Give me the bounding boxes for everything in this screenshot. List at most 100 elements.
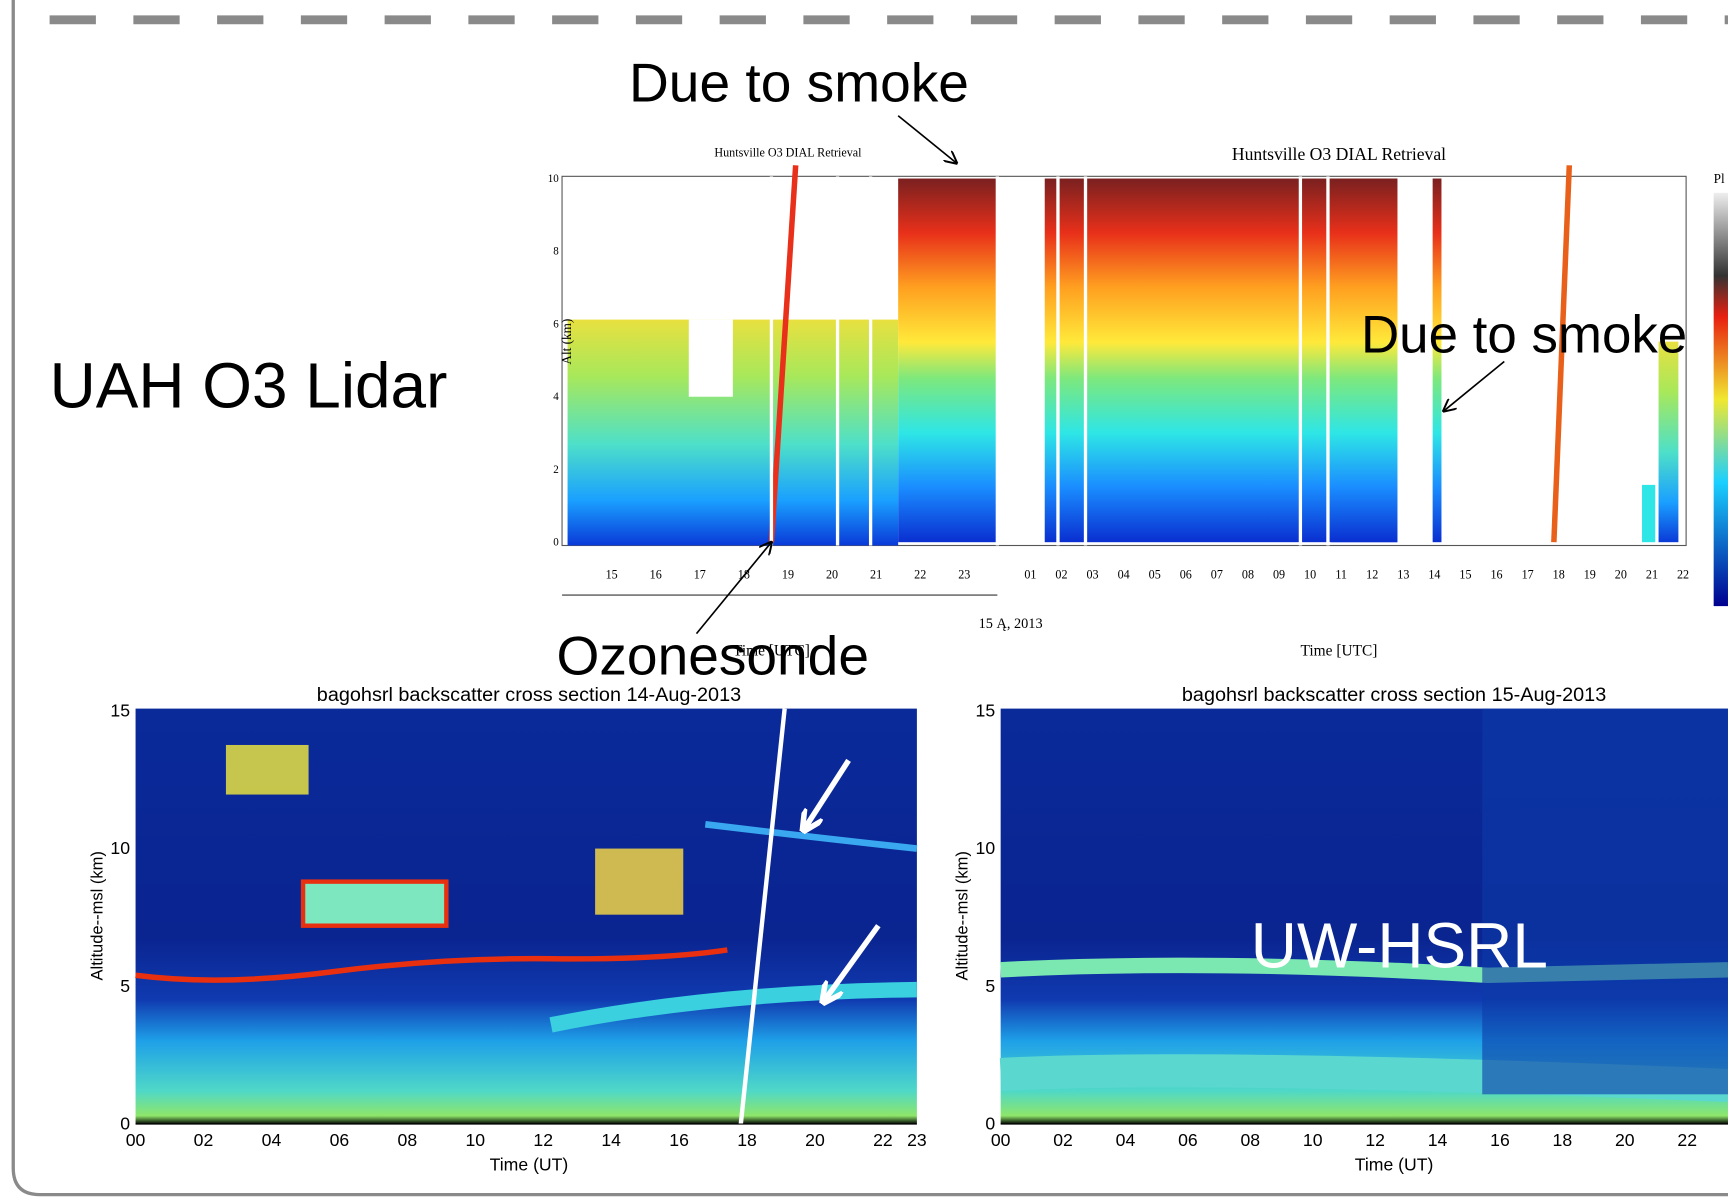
y-tick-label: 4 bbox=[553, 391, 559, 403]
y-tick-label: 8 bbox=[553, 246, 559, 258]
x-tick-label: 08 bbox=[1241, 1130, 1261, 1150]
heatmap bbox=[1432, 178, 1442, 543]
plot-title: Huntsville O3 DIAL Retrieval bbox=[714, 145, 862, 159]
callout: Ozonesonde bbox=[557, 624, 869, 686]
x-tick-label: 11 bbox=[1335, 568, 1347, 582]
x-tick-label: 06 bbox=[1178, 1130, 1198, 1150]
cloud bbox=[225, 744, 309, 795]
y-tick-label: 0 bbox=[985, 1114, 995, 1134]
x-tick-label: 16 bbox=[1490, 1130, 1510, 1150]
smoke-layer bbox=[549, 981, 917, 1033]
x-axis-label: Time [UTC] bbox=[1301, 643, 1378, 660]
y-tick-label: 15 bbox=[110, 700, 130, 720]
x-tick-label: 17 bbox=[1522, 568, 1534, 582]
y-tick-label: 5 bbox=[120, 976, 130, 996]
heatmap bbox=[1331, 178, 1398, 543]
x-tick-label: 22 bbox=[1677, 1130, 1697, 1150]
x-tick-label: 14 bbox=[1428, 568, 1440, 582]
smoke-layer bbox=[135, 947, 728, 983]
x-axis-label: Time [UTC] bbox=[733, 643, 810, 660]
x-tick-label: 12 bbox=[1366, 568, 1378, 582]
aerosol-layer bbox=[1000, 957, 1728, 984]
x-tick-label: 08 bbox=[398, 1130, 418, 1150]
x-tick-label: 19 bbox=[782, 568, 794, 582]
arrow bbox=[804, 758, 851, 828]
sonde-line bbox=[738, 708, 787, 1127]
plot-title: bagohsrl backscatter cross section 14-Au… bbox=[317, 684, 741, 706]
x-tick-label: 14 bbox=[1428, 1130, 1448, 1150]
x-tick-label: 00 bbox=[126, 1130, 146, 1150]
x-tick-label: 09 bbox=[1273, 568, 1285, 582]
x-tick-label: 15 bbox=[606, 568, 618, 582]
x-tick-label: 04 bbox=[1118, 568, 1130, 582]
x-tick-label: 23 bbox=[907, 1130, 927, 1150]
x-tick-label: 02 bbox=[1053, 1130, 1073, 1150]
x-tick-label: 18 bbox=[1553, 1130, 1573, 1150]
x-tick-label: 03 bbox=[1087, 568, 1099, 582]
sonde-trace bbox=[1551, 165, 1573, 543]
x-tick-label: 18 bbox=[1553, 568, 1565, 582]
y-axis-label: Altitude--msl (km) bbox=[88, 851, 107, 980]
x-tick-label: 20 bbox=[1615, 568, 1627, 582]
arrow bbox=[824, 924, 881, 1001]
callout: UAH O3 Lidar bbox=[50, 350, 448, 422]
slide-frame bbox=[11, 0, 1728, 1197]
x-tick-label: 16 bbox=[1491, 568, 1503, 582]
x-tick-label: 20 bbox=[805, 1130, 825, 1150]
x-tick-label: 02 bbox=[1055, 568, 1067, 582]
x-tick-label: 22 bbox=[1677, 568, 1689, 582]
y-tick-label: 10 bbox=[976, 838, 996, 858]
y-tick-label: 10 bbox=[548, 173, 560, 185]
lidar-plot: Huntsville O3 DIAL Retrieval Huntsville … bbox=[559, 144, 1728, 660]
cloud bbox=[595, 848, 684, 915]
x-tick-label: 10 bbox=[1303, 1130, 1323, 1150]
x-tick-label: 01 bbox=[1024, 568, 1036, 582]
plot-title: Huntsville O3 DIAL Retrieval bbox=[1232, 144, 1446, 164]
heatmap-gaps bbox=[769, 176, 1330, 546]
date-label: 15 Ą, 2013 bbox=[979, 616, 1043, 632]
heatmap bbox=[1658, 341, 1679, 543]
x-tick-label: 06 bbox=[330, 1130, 350, 1150]
x-tick-label: 21 bbox=[870, 568, 882, 582]
callout: Due to smoke bbox=[1361, 306, 1687, 365]
heatmap bbox=[898, 178, 998, 543]
y-tick-label: 0 bbox=[120, 1114, 130, 1134]
y-axis-label: Alt (km) bbox=[559, 319, 574, 365]
x-tick-label: 19 bbox=[1584, 568, 1596, 582]
arrow bbox=[1444, 360, 1505, 411]
callout: Due to smoke bbox=[629, 51, 969, 113]
x-tick-label: 22 bbox=[873, 1130, 893, 1150]
noise-region bbox=[1482, 708, 1728, 1095]
x-tick-label: 18 bbox=[738, 568, 750, 582]
x-tick-label: 17 bbox=[694, 568, 706, 582]
x-tick-label: 15 bbox=[1459, 568, 1471, 582]
x-tick-label: 04 bbox=[262, 1130, 282, 1150]
x-tick-label: 13 bbox=[1397, 568, 1409, 582]
y-tick-label: 2 bbox=[553, 464, 559, 476]
legend-head: Pl bbox=[1714, 171, 1725, 186]
colorbar bbox=[1713, 192, 1728, 607]
heatmap bbox=[1642, 484, 1656, 543]
hsrl-plot bbox=[999, 708, 1728, 1125]
y-tick-label: 10 bbox=[110, 838, 130, 858]
x-tick-label: 14 bbox=[601, 1130, 621, 1150]
x-tick-label: 23 bbox=[958, 568, 970, 582]
x-tick-label: 22 bbox=[914, 568, 926, 582]
x-axis-label: Time (UT) bbox=[1355, 1154, 1434, 1174]
x-tick-label: 06 bbox=[1180, 568, 1192, 582]
x-tick-label: 05 bbox=[1149, 568, 1161, 582]
plot-title: bagohsrl backscatter cross section 15-Au… bbox=[1182, 684, 1606, 706]
arrow bbox=[695, 542, 771, 635]
x-tick-label: 00 bbox=[991, 1130, 1011, 1150]
sonde-trace bbox=[768, 165, 799, 543]
x-tick-label: 07 bbox=[1211, 568, 1223, 582]
x-tick-label: 04 bbox=[1116, 1130, 1136, 1150]
x-tick-label: 12 bbox=[1365, 1130, 1385, 1150]
x-tick-label: 20 bbox=[1615, 1130, 1635, 1150]
x-axis-label: Time (UT) bbox=[490, 1154, 569, 1174]
arrow bbox=[897, 115, 956, 163]
x-tick-label: 12 bbox=[533, 1130, 553, 1150]
x-tick-label: 08 bbox=[1242, 568, 1254, 582]
y-tick-label: 0 bbox=[553, 537, 559, 549]
y-tick-label: 15 bbox=[976, 700, 996, 720]
